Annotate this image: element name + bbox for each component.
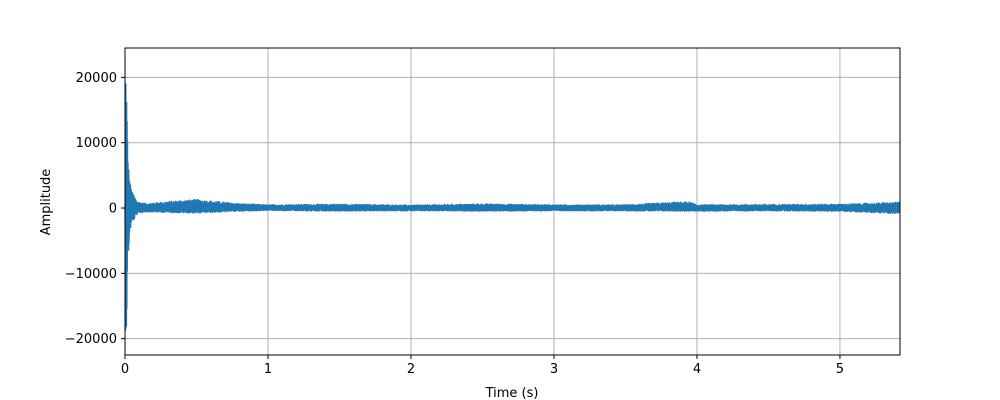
y-tick-label: −20000 [65,332,117,347]
y-tick-label: 10000 [76,136,117,151]
plot-frame [124,47,901,356]
x-tick-label: 1 [264,362,272,377]
x-tick-label: 2 [407,362,415,377]
x-tick-label: 0 [121,362,129,377]
x-tick-label: 5 [836,362,844,377]
series-layer [124,83,901,331]
x-axis-label: Time (s) [485,386,539,400]
x-tick-label: 4 [693,362,701,377]
y-tick-label: 0 [109,202,117,217]
y-axis-label: Amplitude [39,169,54,236]
ticks: 0 1 2 3 4 5 −20000 −10000 0 10000 20000 [65,71,844,377]
y-tick-label: −10000 [65,267,117,282]
waveform-line [124,83,901,331]
x-tick-label: 3 [550,362,558,377]
y-tick-label: 20000 [76,71,117,86]
